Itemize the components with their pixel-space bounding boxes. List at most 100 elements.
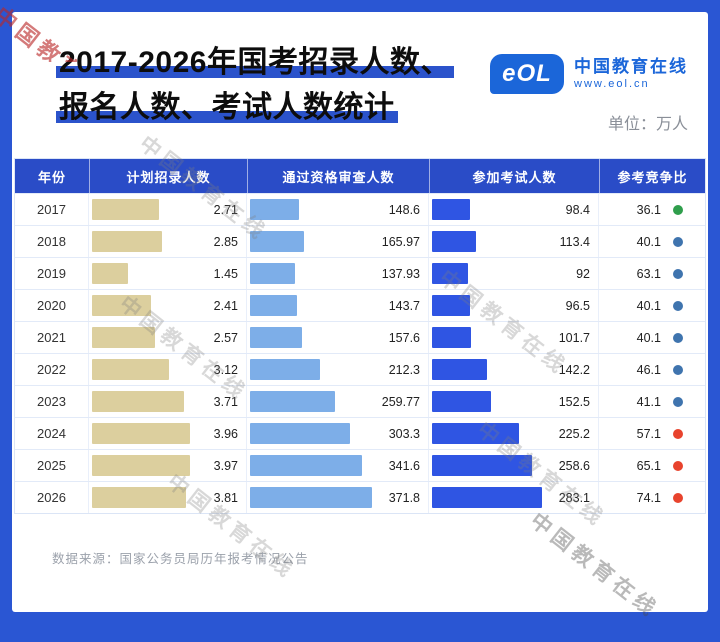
ratio-dot <box>673 268 683 279</box>
ratio-dot <box>673 396 683 407</box>
examined-cell: 142.2 <box>429 354 599 385</box>
bar-track <box>250 418 372 449</box>
examined-value: 113.4 <box>559 234 590 249</box>
bar-track <box>432 290 542 321</box>
header-area: 2017-2026年国考招录人数、 报名人数、考试人数统计 eOL 中国教育在线… <box>12 12 708 134</box>
qualified-cell: 165.97 <box>247 226 429 257</box>
examined-cell: 225.2 <box>429 418 599 449</box>
planned-bar <box>92 359 170 380</box>
ratio-value: 74.1 <box>636 490 661 505</box>
bar-track <box>432 354 542 385</box>
brand-site: www.eol.cn <box>574 77 650 90</box>
table-header: 年份 计划招录人数 通过资格审查人数 参加考试人数 参考竞争比 <box>15 159 705 193</box>
qualified-value: 212.3 <box>388 362 420 377</box>
brand-row: eOL 中国教育在线 www.eol.cn <box>490 54 688 94</box>
qualified-value: 259.77 <box>381 394 420 409</box>
ratio-cell: 41.1 <box>599 386 705 417</box>
qualified-cell: 137.93 <box>247 258 429 289</box>
page-title: 2017-2026年国考招录人数、 报名人数、考试人数统计 <box>56 40 454 134</box>
planned-value: 1.45 <box>213 266 238 281</box>
examined-value: 225.2 <box>558 426 590 441</box>
examined-bar <box>432 231 477 252</box>
examined-bar <box>432 295 470 316</box>
planned-value: 3.97 <box>213 458 238 473</box>
bar-track <box>250 194 372 225</box>
bar-track <box>92 226 190 257</box>
bar-track <box>92 194 190 225</box>
examined-bar <box>432 263 468 284</box>
examined-value: 142.2 <box>558 362 590 377</box>
bar-track <box>432 450 542 481</box>
bar-track <box>250 482 372 513</box>
qualified-bar <box>250 327 302 348</box>
bar-track <box>92 450 190 481</box>
planned-cell: 2.57 <box>89 322 247 353</box>
title-highlight: 2017-2026年国考招录人数、 <box>56 46 454 79</box>
table-row: 2022 3.12 212.3 142.2 46.1 <box>15 353 705 385</box>
bar-track <box>432 194 542 225</box>
examined-bar <box>432 391 492 412</box>
examined-bar <box>432 327 472 348</box>
ratio-value: 46.1 <box>636 362 661 377</box>
brand-text: 中国教育在线 www.eol.cn <box>574 57 688 91</box>
qualified-value: 371.8 <box>388 490 420 505</box>
bar-track <box>250 226 372 257</box>
qualified-bar <box>250 359 320 380</box>
examined-bar <box>432 487 542 508</box>
qualified-bar <box>250 455 363 476</box>
examined-cell: 98.4 <box>429 194 599 225</box>
planned-bar <box>92 391 184 412</box>
qualified-value: 143.7 <box>388 298 420 313</box>
ratio-value: 57.1 <box>636 426 661 441</box>
bar-track <box>432 418 542 449</box>
year-cell: 2017 <box>15 194 89 225</box>
examined-value: 96.5 <box>565 298 590 313</box>
year-cell: 2026 <box>15 482 89 513</box>
year-cell: 2018 <box>15 226 89 257</box>
planned-value: 3.71 <box>213 394 238 409</box>
planned-cell: 3.81 <box>89 482 247 513</box>
qualified-bar <box>250 295 298 316</box>
bar-track <box>432 386 542 417</box>
examined-value: 152.5 <box>558 394 590 409</box>
planned-bar <box>92 455 190 476</box>
examined-cell: 113.4 <box>429 226 599 257</box>
brand-block: eOL 中国教育在线 www.eol.cn 单位：万人 <box>490 40 688 134</box>
ratio-value: 41.1 <box>636 394 661 409</box>
ratio-value: 36.1 <box>636 202 661 217</box>
qualified-bar <box>250 199 299 220</box>
ratio-dot <box>673 364 683 375</box>
qualified-cell: 259.77 <box>247 386 429 417</box>
planned-bar <box>92 231 163 252</box>
title-highlight: 报名人数、考试人数统计 <box>56 91 398 124</box>
title-line-1: 2017-2026年国考招录人数、 <box>56 40 454 85</box>
qualified-bar <box>250 391 336 412</box>
examined-bar <box>432 423 520 444</box>
table-row: 2026 3.81 371.8 283.1 74.1 <box>15 481 705 513</box>
qualified-cell: 212.3 <box>247 354 429 385</box>
title-line-2: 报名人数、考试人数统计 <box>56 85 454 130</box>
table-row: 2021 2.57 157.6 101.7 40.1 <box>15 321 705 353</box>
ratio-dot <box>673 300 683 311</box>
qualified-bar <box>250 487 372 508</box>
ratio-value: 40.1 <box>636 330 661 345</box>
ratio-dot <box>673 204 683 215</box>
planned-value: 2.57 <box>213 330 238 345</box>
bar-track <box>250 290 372 321</box>
header-cell: 计划招录人数 <box>89 159 247 193</box>
ratio-cell: 46.1 <box>599 354 705 385</box>
ratio-dot <box>673 332 683 343</box>
bar-track <box>432 226 542 257</box>
planned-cell: 3.12 <box>89 354 247 385</box>
planned-bar <box>92 199 159 220</box>
eol-logo-icon: eOL <box>490 54 564 94</box>
bar-track <box>92 258 190 289</box>
data-table: 年份 计划招录人数 通过资格审查人数 参加考试人数 参考竞争比 2017 2.71 148.… <box>14 158 706 514</box>
qualified-cell: 157.6 <box>247 322 429 353</box>
unit-label: 单位：万人 <box>607 116 688 133</box>
ratio-cell: 65.1 <box>599 450 705 481</box>
table-row: 2023 3.71 259.77 152.5 41.1 <box>15 385 705 417</box>
planned-bar <box>92 423 190 444</box>
ratio-cell: 40.1 <box>599 290 705 321</box>
